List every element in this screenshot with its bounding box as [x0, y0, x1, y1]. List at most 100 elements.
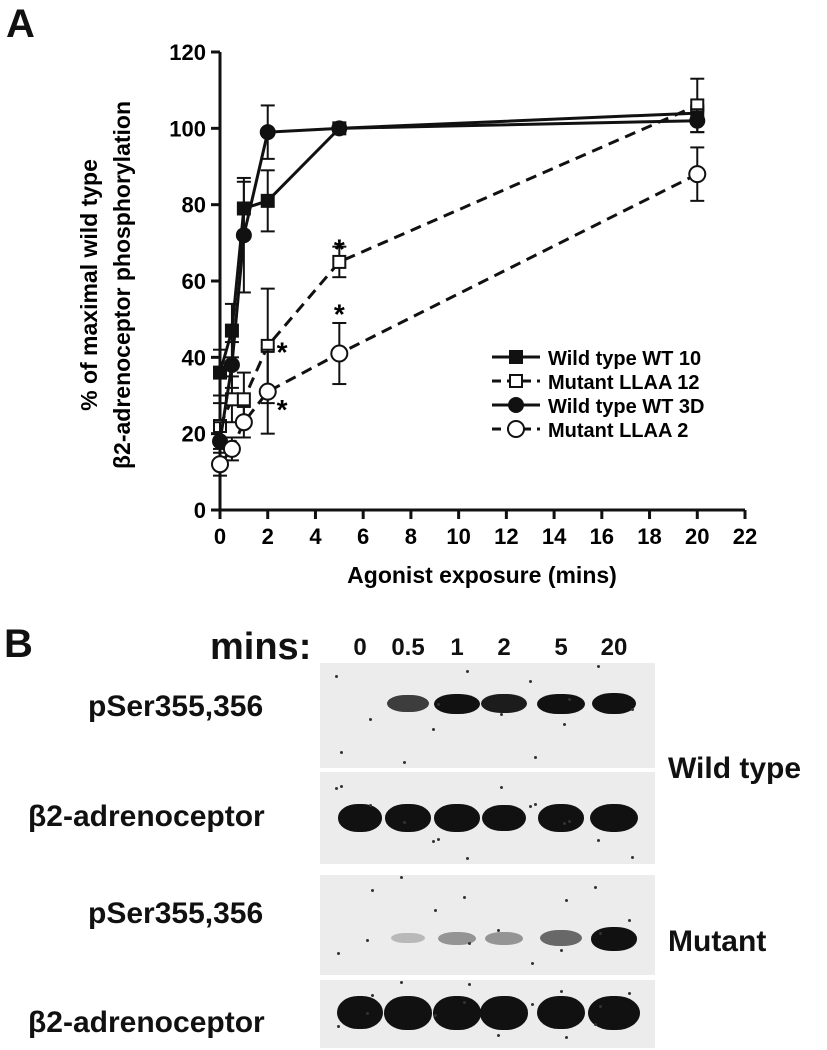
blot-speck: [403, 821, 406, 824]
blot-speck: [340, 785, 343, 788]
blot-band: [482, 804, 526, 832]
blot-speck: [432, 840, 435, 843]
data-point: [222, 439, 241, 458]
legend-label: Mutant LLAA 2: [548, 420, 688, 442]
data-point: [234, 413, 253, 432]
panel-b-label: B: [4, 622, 33, 666]
y-tick-label: 40: [182, 345, 206, 370]
significance-marker: *: [334, 299, 345, 330]
blot-speck: [366, 1012, 369, 1015]
blot-speck: [337, 952, 340, 955]
y-tick-label: 20: [182, 422, 206, 447]
series-line: [218, 172, 698, 466]
significance-marker: *: [277, 394, 288, 425]
timepoint-label: 1: [450, 634, 464, 661]
timepoint-label: 20: [600, 634, 628, 661]
x-axis-label: Agonist exposure (mins): [347, 562, 617, 588]
blot-speck: [529, 805, 532, 808]
series-line: [218, 119, 698, 442]
blot-band: [538, 804, 584, 832]
data-point: [235, 227, 252, 244]
blot-band: [485, 931, 523, 945]
blot-speck: [434, 1014, 437, 1017]
blot-speck: [597, 665, 600, 668]
blot-band: [540, 930, 582, 947]
blot-speck: [371, 994, 374, 997]
legend-marker: [509, 374, 523, 388]
blot-speck: [560, 949, 563, 952]
blot-speck: [531, 1003, 534, 1006]
blot-speck: [568, 698, 571, 701]
line-chart: 0 2 4 6 8 10 12 14 16 18 20 22 0 20 40 60 80 100 120 * * ** …: [76, 40, 757, 588]
data-point: [259, 124, 276, 141]
x-tick-label: 16: [590, 524, 614, 549]
mut-phospho-label: pSer355,356: [88, 897, 264, 930]
series-line: [218, 111, 698, 374]
y-tick-label: 0: [194, 498, 206, 523]
blot-speck: [463, 1001, 466, 1004]
wt-group-label: Wild type: [668, 752, 802, 785]
wt-phospho-blot: [320, 663, 655, 768]
blot-band: [434, 693, 480, 714]
data-point: [689, 112, 706, 129]
blot-speck: [371, 889, 374, 892]
data-point: [213, 365, 227, 380]
wt-phospho-label: pSer355,356: [88, 690, 264, 723]
blot-speck: [432, 728, 435, 731]
blot-speck: [400, 876, 403, 879]
blot-speck: [466, 857, 469, 860]
blot-band: [384, 996, 432, 1030]
blot-speck: [403, 761, 406, 764]
wt-receptor-label: β2-adrenoceptor: [28, 800, 265, 833]
blot-band: [338, 804, 382, 832]
y-axis-label-line1: % of maximal wild type: [76, 159, 102, 411]
x-tick-label: 18: [637, 524, 661, 549]
x-tick-label: 12: [494, 524, 518, 549]
blot-speck: [565, 899, 568, 902]
blot-speck: [631, 708, 634, 711]
x-tick-label: 2: [262, 524, 274, 549]
blot-speck: [369, 718, 372, 721]
legend-marker: [507, 420, 525, 438]
blot-speck: [599, 1005, 602, 1008]
blot-speck: [437, 838, 440, 841]
legend-label: Wild type WT 10: [548, 348, 701, 370]
chart-axes: 0 2 4 6 8 10 12 14 16 18 20 22 0 20 40 60 80 100 120: [169, 40, 757, 549]
blot-band: [387, 694, 429, 713]
x-tick-label: 8: [405, 524, 417, 549]
x-tick-label: 6: [357, 524, 369, 549]
significance-marker: *: [334, 234, 345, 265]
data-point: [211, 455, 229, 474]
blot-speck: [568, 820, 571, 823]
panel-a-label: A: [6, 2, 35, 46]
blot-speck: [463, 896, 466, 899]
data-point: [688, 165, 707, 184]
data-point: [212, 433, 228, 450]
blot-band: [537, 693, 585, 715]
y-axis-label-line2: β2-adrenoceptor phosphorylation: [109, 101, 135, 469]
blot-speck: [597, 839, 600, 842]
blot-band: [590, 804, 638, 832]
x-tick-label: 4: [309, 524, 322, 549]
mins-label: mins:: [210, 626, 312, 668]
x-tick-label: 20: [685, 524, 709, 549]
blot-band: [434, 804, 480, 832]
blot-speck: [500, 713, 503, 716]
data-point: [330, 344, 349, 363]
blot-band: [591, 927, 637, 951]
blot-speck: [565, 1036, 568, 1039]
blot-speck: [628, 919, 631, 922]
blot-band: [537, 996, 585, 1030]
timepoint-label: 0: [353, 634, 367, 661]
legend-marker: [509, 350, 523, 364]
blot-band: [481, 694, 527, 714]
blot-speck: [369, 804, 372, 807]
blot-speck: [631, 856, 634, 859]
wt-receptor-blot: [320, 772, 655, 864]
blot-speck: [531, 962, 534, 965]
timepoint-label: 2: [497, 634, 511, 661]
blot-speck: [335, 675, 338, 678]
blot-band: [337, 996, 383, 1030]
blot-speck: [497, 1034, 500, 1037]
